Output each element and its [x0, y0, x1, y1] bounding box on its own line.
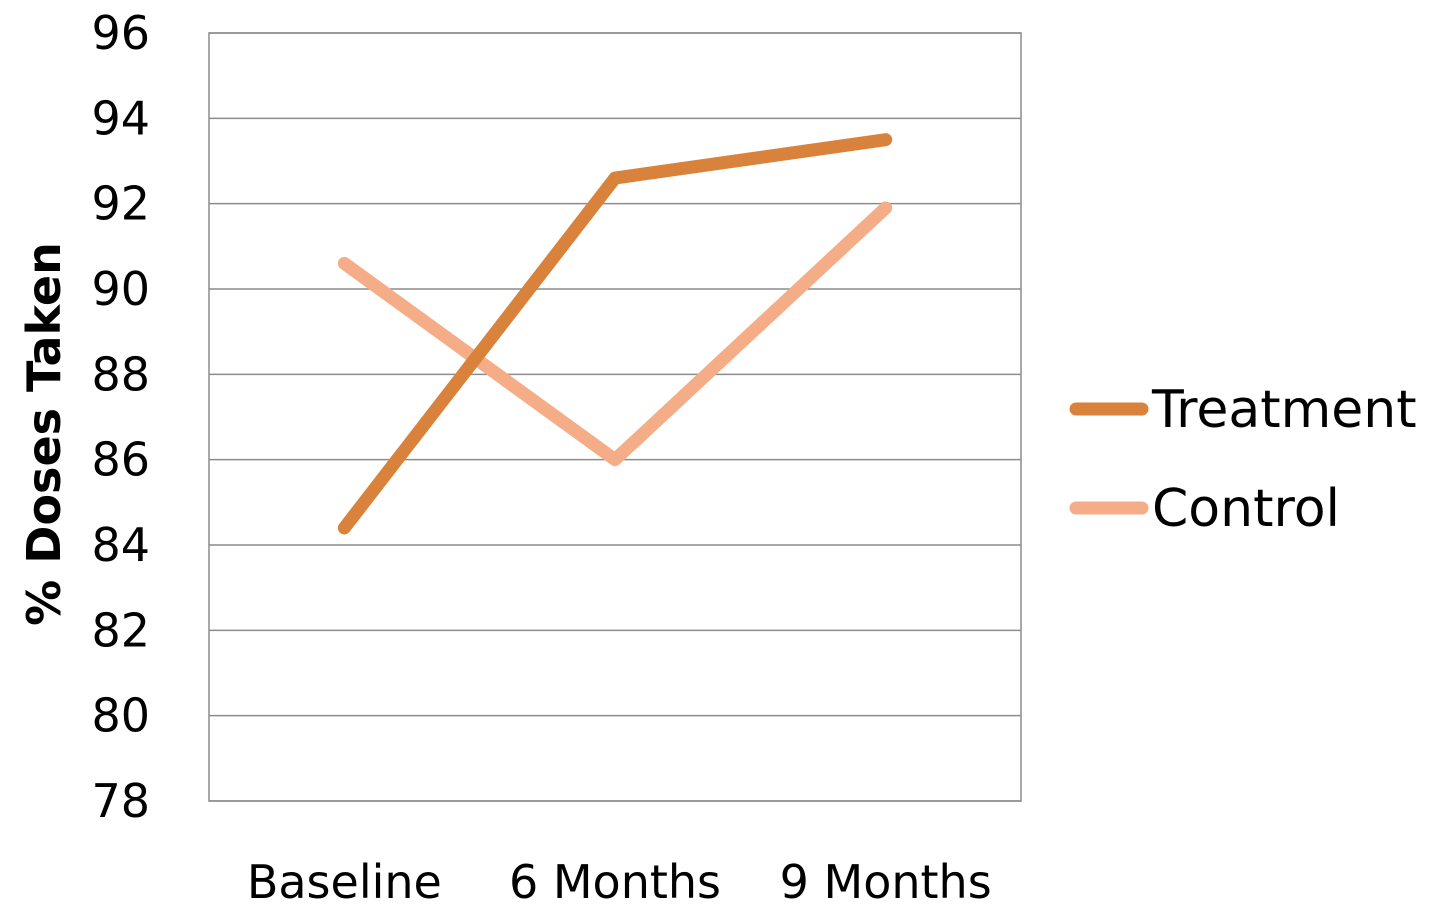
- y-tick-label: 94: [91, 91, 150, 145]
- y-tick-label: 78: [91, 774, 150, 828]
- plot-area: [208, 32, 1022, 802]
- y-tick-label: 86: [91, 433, 150, 487]
- legend-label-treatment: Treatment: [1151, 380, 1417, 440]
- y-tick-label: 90: [91, 262, 150, 316]
- y-tick-label: 96: [91, 6, 150, 60]
- series-lines: [337, 133, 893, 535]
- legend: Treatment Control: [1069, 380, 1417, 539]
- y-tick-label: 92: [91, 177, 150, 231]
- x-axis-tick-labels: Baseline 6 Months 9 Months: [247, 855, 992, 906]
- y-axis-tick-labels: 78 80 82 84 86 88 90 92 94 96: [91, 6, 150, 828]
- legend-label-control: Control: [1152, 479, 1340, 539]
- y-tick-label: 80: [91, 689, 150, 743]
- y-tick-label: 82: [91, 603, 150, 657]
- x-tick-label: 9 Months: [780, 855, 992, 906]
- y-tick-label: 84: [91, 518, 150, 572]
- y-tick-label: 88: [91, 347, 150, 401]
- y-axis-title: % Doses Taken: [17, 242, 71, 626]
- x-tick-label: Baseline: [247, 855, 442, 906]
- x-tick-label: 6 Months: [509, 855, 721, 906]
- series-line-treatment: [337, 133, 893, 535]
- series-line-control: [337, 201, 893, 467]
- gridlines: [209, 32, 1021, 802]
